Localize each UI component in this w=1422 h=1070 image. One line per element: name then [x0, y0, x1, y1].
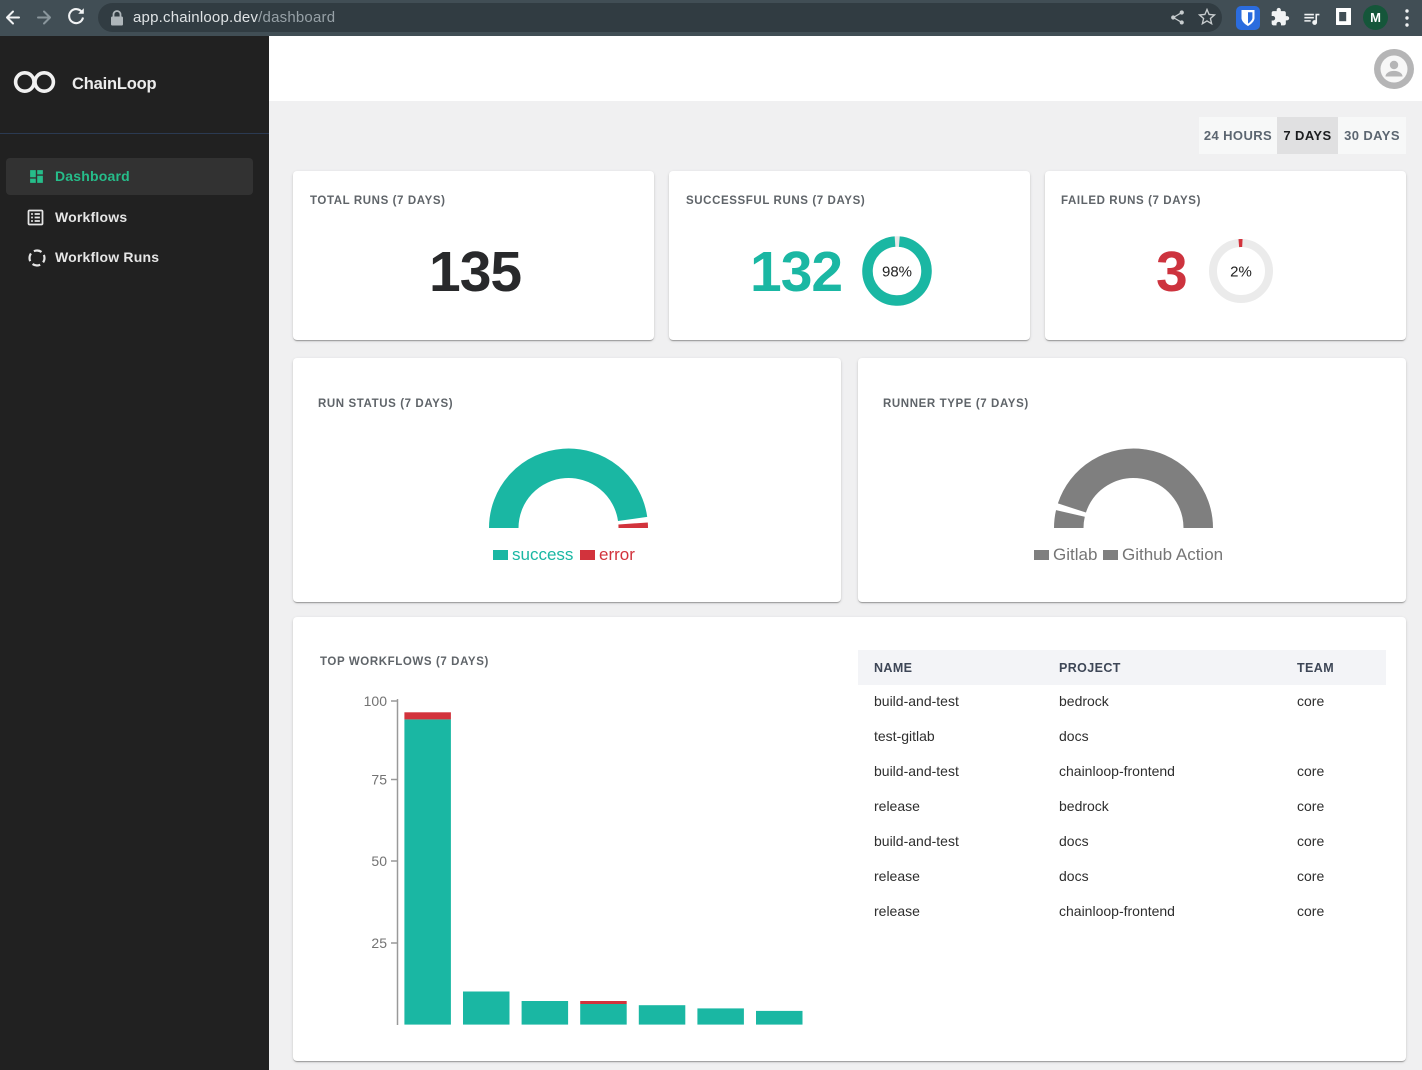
svg-text:100: 100 — [364, 693, 388, 709]
svg-text:50: 50 — [371, 853, 387, 869]
svg-text:2%: 2% — [1230, 264, 1252, 281]
svg-text:25: 25 — [371, 935, 387, 951]
svg-text:98%: 98% — [882, 264, 912, 281]
svg-text:75: 75 — [371, 772, 387, 788]
